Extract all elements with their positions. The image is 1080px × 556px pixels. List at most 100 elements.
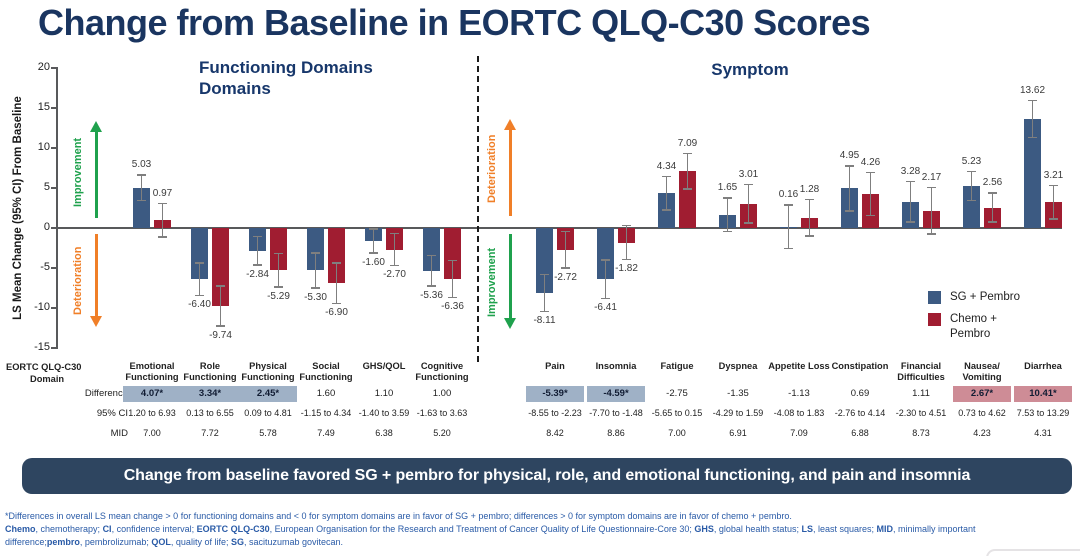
footnote-line-2: Chemo, chemotherapy; CI, confidence inte… bbox=[5, 523, 1077, 536]
bar-value-role-functioning-sg-pembro: -6.40 bbox=[188, 299, 211, 310]
error-cap-bottom bbox=[561, 267, 570, 269]
footnote-term: pembro bbox=[46, 537, 80, 547]
table-domain-label-line1: EORTC QLQ-C30 bbox=[6, 362, 82, 372]
deterioration-arrow-down-shaft bbox=[95, 234, 98, 317]
error-cap-top bbox=[311, 252, 320, 254]
bar-cognitive-functioning-chemo-pembro bbox=[444, 228, 461, 279]
symptom-section-title: Symptom bbox=[711, 60, 789, 79]
table-mid-insomnia: 8.86 bbox=[607, 428, 625, 438]
bar-fatigue-chemo-pembro bbox=[679, 171, 696, 228]
error-bar-pain-chemo-pembro bbox=[564, 230, 567, 269]
error-bar-dyspnea-sg-pembro bbox=[726, 197, 729, 233]
table-difference-insomnia: -4.59* bbox=[587, 386, 645, 402]
table-header-diarrhea: Diarrhea bbox=[1024, 361, 1062, 371]
table-mid-nausea-vomiting: 4.23 bbox=[973, 428, 991, 438]
error-cap-bottom bbox=[390, 264, 399, 267]
improvement-arrow-down-shaft bbox=[509, 234, 512, 319]
error-cap-top bbox=[195, 262, 204, 264]
y-axis-line bbox=[56, 67, 58, 349]
functioning-section-title: Functioning Domains Domains bbox=[199, 57, 373, 99]
error-cap-bottom bbox=[253, 264, 262, 266]
error-bar-constipation-sg-pembro bbox=[848, 165, 851, 212]
bar-value-social-functioning-chemo-pembro: -6.90 bbox=[325, 307, 348, 318]
error-bar-cognitive-functioning-sg-pembro bbox=[430, 254, 433, 287]
table-ci-financial-difficulties: -2.30 to 4.51 bbox=[895, 408, 947, 418]
error-cap-top bbox=[906, 180, 915, 183]
error-bar-ghs-qol-sg-pembro bbox=[372, 228, 375, 254]
error-bar-role-functioning-sg-pembro bbox=[198, 262, 201, 296]
footnote-term: CI bbox=[102, 524, 112, 534]
footnote-text: , pembrolizumab; bbox=[79, 537, 152, 547]
table-difference-ghs-qol: 1.10 bbox=[374, 388, 394, 399]
footnote-term: EORTC QLQ-C30 bbox=[196, 524, 270, 534]
table-mid-appetite-loss: 7.09 bbox=[790, 428, 808, 438]
error-cap-bottom bbox=[158, 236, 167, 238]
y-tick-mark-0 bbox=[51, 227, 58, 229]
error-cap-bottom bbox=[744, 222, 753, 224]
bar-value-nausea-vomiting-chemo-pembro: 2.56 bbox=[982, 177, 1003, 189]
table-header-cognitive-functioning: Cognitive Functioning bbox=[415, 361, 469, 382]
table-domain-label-line2: Domain bbox=[30, 374, 65, 384]
error-cap-top bbox=[784, 204, 793, 206]
error-cap-top bbox=[988, 192, 997, 194]
error-cap-top bbox=[253, 235, 262, 238]
footnote-text: , confidence interval; bbox=[111, 524, 197, 534]
bar-value-appetite-loss-chemo-pembro: 1.28 bbox=[799, 183, 820, 195]
table-mid-dyspnea: 6.91 bbox=[729, 428, 747, 438]
table-ci-social-functioning: -1.15 to 4.34 bbox=[300, 408, 352, 418]
bar-value-pain-chemo-pembro: -2.72 bbox=[554, 271, 577, 283]
page-title: Change from Baseline in EORTC QLQ-C30 Sc… bbox=[38, 2, 871, 43]
improvement-label-left: Improvement bbox=[72, 137, 84, 207]
error-cap-top bbox=[137, 174, 146, 176]
table-header-dyspnea: Dyspnea bbox=[718, 361, 758, 371]
bar-emotional-functioning-sg-pembro bbox=[133, 187, 150, 228]
table-header-pain: Pain bbox=[545, 361, 565, 371]
error-cap-top bbox=[967, 170, 976, 173]
error-cap-top bbox=[927, 186, 936, 189]
bar-value-dyspnea-sg-pembro: 1.65 bbox=[717, 182, 738, 194]
footnote-text: , sacituzumab govitecan. bbox=[243, 537, 344, 547]
error-cap-bottom bbox=[540, 310, 549, 313]
table-ci-ghs-qol: -1.40 to 3.59 bbox=[358, 408, 410, 418]
error-cap-bottom bbox=[784, 247, 793, 250]
error-bar-fatigue-sg-pembro bbox=[665, 175, 668, 211]
table-mid-fatigue: 7.00 bbox=[668, 428, 686, 438]
table-difference-appetite-loss: -1.13 bbox=[788, 388, 810, 399]
error-cap-top bbox=[540, 273, 549, 276]
bar-value-diarrhea-sg-pembro: 13.62 bbox=[1019, 84, 1046, 96]
error-cap-bottom bbox=[662, 209, 671, 211]
error-cap-top bbox=[274, 252, 283, 255]
table-mid-cognitive-functioning: 5.20 bbox=[433, 428, 451, 438]
error-bar-social-functioning-chemo-pembro bbox=[335, 262, 338, 304]
improvement-arrow-up-shaft bbox=[95, 131, 98, 218]
bar-value-social-functioning-sg-pembro: -5.30 bbox=[304, 291, 327, 303]
bar-value-cognitive-functioning-sg-pembro: -5.36 bbox=[420, 289, 443, 301]
error-cap-bottom bbox=[845, 210, 854, 212]
error-bar-emotional-functioning-sg-pembro bbox=[140, 174, 143, 202]
footnote-text: difference; bbox=[5, 537, 47, 547]
footnote-text: , least squares; bbox=[812, 524, 877, 534]
y-axis-label: LS Mean Change (95% CI) From Baseline bbox=[12, 96, 24, 320]
table-ci-role-functioning: 0.13 to 6.55 bbox=[186, 408, 234, 418]
table-header-nausea-vomiting: Nausea/ Vomiting bbox=[962, 361, 1002, 382]
error-cap-top bbox=[448, 259, 457, 262]
y-tick-label-15: 15 bbox=[37, 101, 50, 113]
bar-value-nausea-vomiting-sg-pembro: 5.23 bbox=[961, 155, 982, 167]
table-header-insomnia: Insomnia bbox=[595, 361, 637, 371]
footnote-text: , quality of life; bbox=[170, 537, 231, 547]
y-tick-label--10: -10 bbox=[34, 301, 50, 313]
bar-value-financial-difficulties-sg-pembro: 3.28 bbox=[900, 165, 921, 177]
error-cap-bottom bbox=[369, 252, 378, 254]
table-ci-physical-functioning: 0.09 to 4.81 bbox=[244, 408, 292, 418]
table-difference-constipation: 0.69 bbox=[850, 388, 870, 399]
error-cap-bottom bbox=[1028, 136, 1037, 139]
bar-value-physical-functioning-chemo-pembro: -5.29 bbox=[267, 290, 290, 302]
footnote-text: , global health status; bbox=[713, 524, 802, 534]
error-cap-top bbox=[390, 232, 399, 235]
error-bar-diarrhea-chemo-pembro bbox=[1052, 184, 1055, 220]
bar-value-insomnia-sg-pembro: -6.41 bbox=[594, 302, 617, 314]
error-bar-social-functioning-sg-pembro bbox=[314, 252, 317, 289]
table-header-emotional-functioning: Emotional Functioning bbox=[125, 361, 179, 382]
error-bar-diarrhea-sg-pembro bbox=[1031, 99, 1034, 139]
error-bar-emotional-functioning-chemo-pembro bbox=[161, 202, 164, 238]
